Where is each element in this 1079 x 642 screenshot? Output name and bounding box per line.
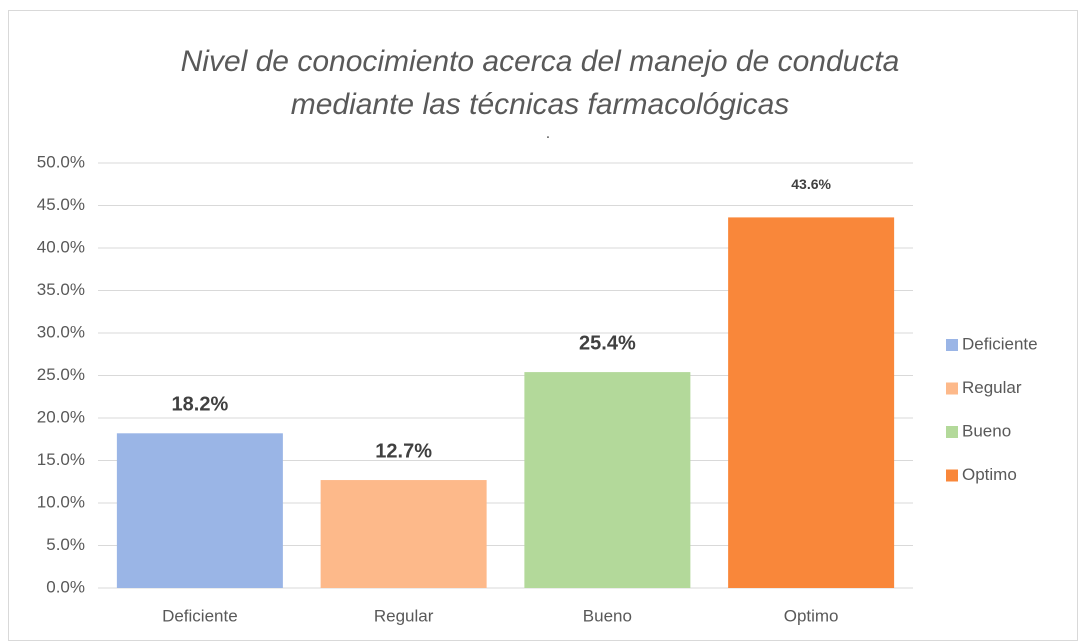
chart-title: Nivel de conocimiento acerca del manejo … <box>180 45 900 121</box>
chart-subtitle: . <box>545 125 551 142</box>
x-tick-label: Bueno <box>583 606 632 625</box>
legend-swatch <box>946 426 958 438</box>
bar <box>320 480 487 588</box>
legend-label: Bueno <box>962 421 1011 440</box>
bar <box>524 372 691 588</box>
chart-border <box>8 10 1078 641</box>
legend-swatch <box>946 469 958 482</box>
data-label: 25.4% <box>579 332 636 354</box>
y-tick-label: 10.0% <box>37 492 85 511</box>
data-label: 18.2% <box>172 394 229 416</box>
x-tick-label: Deficiente <box>162 606 238 625</box>
y-tick-label: 25.0% <box>37 365 85 384</box>
y-tick-label: 30.0% <box>37 322 85 341</box>
y-tick-label: 15.0% <box>37 450 85 469</box>
legend-label: Deficiente <box>962 334 1038 353</box>
y-tick-label: 40.0% <box>37 237 85 256</box>
x-tick-label: Optimo <box>784 606 839 625</box>
y-tick-label: 20.0% <box>37 407 85 426</box>
legend-label: Optimo <box>962 465 1017 484</box>
y-tick-label: 0.0% <box>46 577 85 596</box>
data-label: 43.6% <box>791 176 831 192</box>
y-tick-label: 35.0% <box>37 280 85 299</box>
data-label: 12.7% <box>375 440 432 462</box>
y-tick-label: 50.0% <box>37 152 85 171</box>
legend-swatch <box>946 382 958 395</box>
y-tick-label: 45.0% <box>37 195 85 214</box>
legend-swatch <box>946 339 958 351</box>
bar <box>728 217 895 588</box>
y-tick-label: 5.0% <box>46 535 85 554</box>
legend-label: Regular <box>962 378 1022 397</box>
x-tick-label: Regular <box>374 606 434 625</box>
bar <box>116 433 283 588</box>
